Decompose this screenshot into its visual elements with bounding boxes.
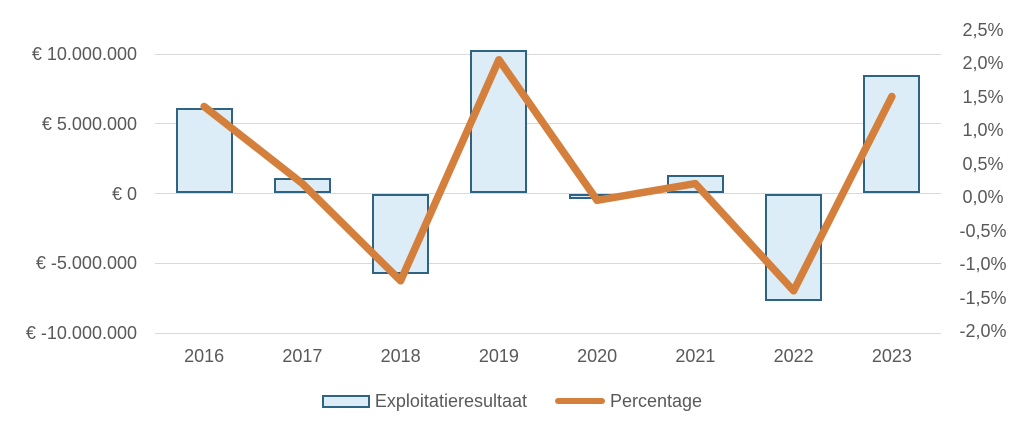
- x-axis-label-2022: 2022: [773, 346, 814, 366]
- legend-label: Percentage: [610, 391, 703, 411]
- right-axis-tick-label: 1,5%: [962, 86, 1004, 107]
- left-axis-tick-label: € 5.000.000: [41, 113, 137, 134]
- gridline: [155, 193, 941, 194]
- gridline: [155, 332, 941, 334]
- right-axis-tick-label: -1,0%: [959, 254, 1007, 274]
- x-axis-label-2023: 2023: [871, 346, 912, 366]
- percentage-line[interactable]: [200, 55, 896, 295]
- right-axis-tick-label: 0,0%: [962, 187, 1004, 207]
- gridline: [155, 53, 941, 55]
- x-axis-label-2019: 2019: [478, 346, 519, 366]
- left-axis-tick-label: € -5.000.000: [35, 253, 137, 274]
- x-axis-label-2021: 2021: [675, 346, 716, 366]
- x-axis-label-2016: 2016: [184, 346, 225, 366]
- gridline: [155, 262, 941, 264]
- right-axis-tick-label: -0,5%: [959, 220, 1007, 241]
- right-axis-tick-label: 1,0%: [962, 120, 1004, 140]
- right-axis-tick-label: 2,0%: [962, 53, 1004, 73]
- right-axis-tick-label: -2,0%: [959, 321, 1007, 341]
- right-axis-tick-label: 0,5%: [962, 153, 1004, 174]
- right-axis-tick-label: -1,5%: [959, 287, 1007, 308]
- line-swatch-icon: [555, 398, 605, 404]
- left-axis-tick-label: € 0: [111, 183, 137, 204]
- left-axis-tick-label: € -10.000.000: [25, 323, 137, 343]
- bar-2019[interactable]: [470, 49, 528, 194]
- legend-entry-exploitatieresultaat[interactable]: Exploitatieresultaat: [321, 390, 527, 412]
- legend-label: Exploitatieresultaat: [374, 391, 527, 411]
- bar-swatch-icon: [321, 394, 370, 408]
- x-axis-label-2017: 2017: [282, 346, 323, 366]
- legend-entry-percentage[interactable]: Percentage: [555, 390, 702, 412]
- right-axis-tick-label: 2,5%: [962, 19, 1004, 40]
- legend: Exploitatieresultaat Percentage: [0, 390, 1024, 412]
- left-axis-tick-label: € 10.000.000: [31, 44, 137, 64]
- x-axis-label-2018: 2018: [380, 346, 421, 366]
- x-axis-label-2020: 2020: [577, 346, 618, 366]
